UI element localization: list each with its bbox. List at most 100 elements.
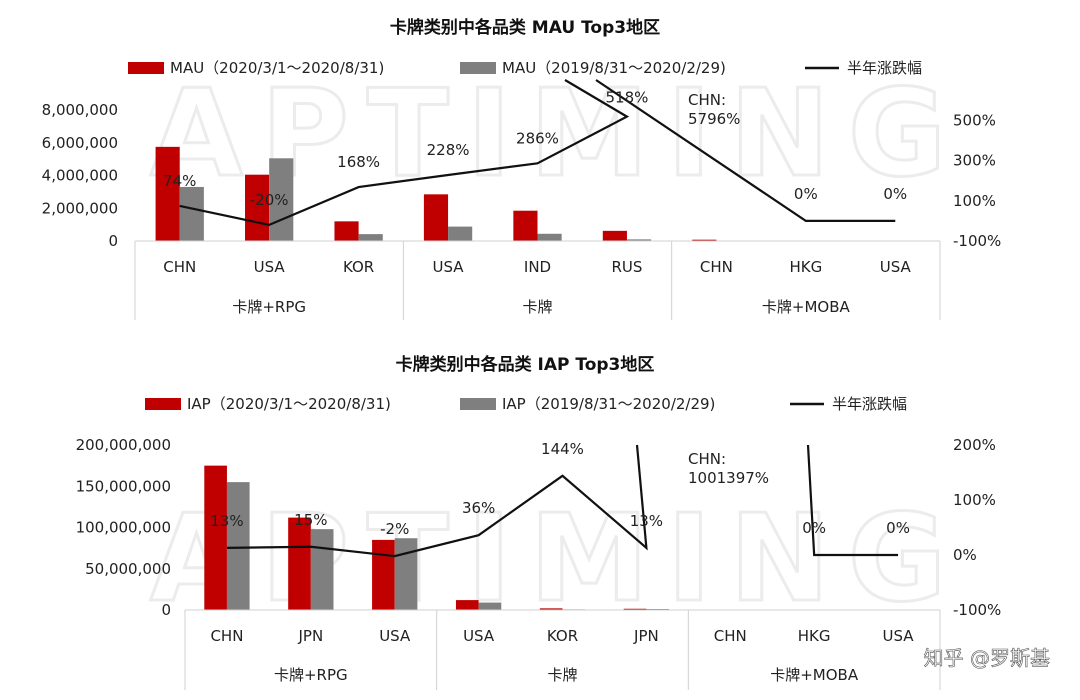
x-category-label: USA — [433, 258, 465, 276]
change-data-label: 13% — [210, 512, 243, 530]
bar-previous — [310, 529, 334, 610]
change-data-label: 0% — [794, 185, 818, 203]
bar-current — [602, 230, 627, 241]
legend-label-2: MAU（2019/8/31～2020/2/29) — [502, 59, 726, 77]
bar-current — [372, 539, 395, 610]
x-category-label: CHN — [210, 627, 243, 645]
iap-chart: 卡牌类别中各品类 IAP Top3地区 IAP（2020/3/1～2020/8/3… — [76, 354, 1001, 690]
x-category-label: CHN — [714, 627, 747, 645]
y2-tick-label: 200% — [953, 436, 996, 454]
change-data-label: 228% — [427, 141, 470, 159]
legend-label-3: 半年涨跌幅 — [832, 395, 907, 413]
change-data-label: 168% — [337, 153, 380, 171]
change-data-label: 74% — [163, 172, 196, 190]
y2-tick-label: 100% — [953, 192, 996, 210]
bar-previous — [269, 158, 294, 241]
chart-title: 卡牌类别中各品类 IAP Top3地区 — [396, 354, 655, 375]
legend-swatch-1 — [128, 62, 164, 74]
bar-previous — [226, 482, 250, 610]
x-category-label: IND — [524, 258, 551, 276]
group-label: 卡牌 — [522, 298, 552, 316]
y-tick-label: 0 — [161, 601, 171, 619]
y-tick-label: 200,000,000 — [76, 436, 171, 454]
group-label: 卡牌 — [547, 666, 577, 684]
x-category-label: HKG — [789, 258, 822, 276]
bar-current — [288, 517, 311, 610]
change-data-label: 0% — [886, 519, 910, 537]
x-category-label: JPN — [297, 627, 323, 645]
y-tick-label: 8,000,000 — [42, 101, 118, 119]
legend-swatch-2 — [460, 62, 496, 74]
change-line-segment — [806, 444, 899, 557]
group-label: 卡牌+RPG — [274, 666, 348, 684]
bar-previous — [394, 538, 418, 610]
bar-current — [155, 146, 180, 241]
change-data-label: 286% — [516, 129, 559, 147]
bar-previous — [478, 602, 502, 610]
change-line-segment — [226, 444, 648, 558]
bar-previous — [179, 186, 204, 241]
group-label: 卡牌+MOBA — [762, 298, 851, 316]
outlier-annotation-region: CHN: — [688, 91, 726, 109]
bar-current — [334, 221, 359, 241]
y-tick-label: 0 — [108, 232, 118, 250]
chart-title: 卡牌类别中各品类 MAU Top3地区 — [390, 17, 660, 38]
bar-previous — [626, 239, 652, 241]
x-category-label: USA — [880, 258, 912, 276]
bar-current — [692, 239, 717, 241]
legend-label-1: IAP（2020/3/1～2020/8/31) — [187, 395, 391, 413]
x-category-label: USA — [254, 258, 286, 276]
outlier-annotation-value: 1001397% — [688, 469, 769, 487]
bar-current — [513, 210, 538, 241]
legend-swatch-1 — [145, 398, 181, 410]
y-tick-label: 4,000,000 — [42, 167, 118, 185]
x-category-label: USA — [883, 627, 915, 645]
watermark-bottom: APTIMING — [150, 490, 964, 629]
change-data-label: 144% — [541, 440, 584, 458]
change-data-label: 15% — [294, 511, 327, 529]
bar-previous — [537, 233, 562, 241]
x-category-label: KOR — [547, 627, 578, 645]
y2-tick-label: -100% — [953, 232, 1001, 250]
bar-previous — [358, 234, 383, 241]
group-label: 卡牌+MOBA — [770, 666, 859, 684]
y2-tick-label: 0% — [953, 546, 977, 564]
y-tick-label: 2,000,000 — [42, 199, 118, 217]
y2-tick-label: 300% — [953, 152, 996, 170]
legend-swatch-2 — [460, 398, 496, 410]
x-category-label: RUS — [611, 258, 642, 276]
change-data-label: 36% — [462, 499, 495, 517]
bar-current — [455, 600, 479, 610]
bar-previous — [448, 226, 473, 241]
y-tick-label: 100,000,000 — [76, 519, 171, 537]
change-data-label: -20% — [250, 191, 289, 209]
x-category-label: CHN — [163, 258, 196, 276]
group-label: 卡牌+RPG — [232, 298, 306, 316]
y2-tick-label: -100% — [953, 601, 1001, 619]
legend-label-2: IAP（2019/8/31～2020/2/29) — [502, 395, 715, 413]
y2-tick-label: 500% — [953, 111, 996, 129]
x-category-label: JPN — [633, 627, 659, 645]
bar-current — [423, 194, 449, 241]
change-data-label: 13% — [630, 512, 663, 530]
change-line-segment — [595, 79, 896, 222]
legend-label-1: MAU（2020/3/1～2020/8/31) — [170, 59, 384, 77]
bar-current — [245, 174, 270, 241]
bar-current — [204, 465, 227, 610]
x-category-label: USA — [379, 627, 411, 645]
y-tick-label: 6,000,000 — [42, 134, 118, 152]
change-data-label: 0% — [883, 185, 907, 203]
bar-current — [539, 608, 563, 610]
outlier-annotation-region: CHN: — [688, 450, 726, 468]
outlier-annotation-value: 5796% — [688, 110, 740, 128]
x-category-label: HKG — [798, 627, 831, 645]
change-line-segment — [179, 79, 630, 227]
legend-label-3: 半年涨跌幅 — [847, 59, 922, 77]
x-category-label: CHN — [700, 258, 733, 276]
change-data-label: -2% — [380, 520, 409, 538]
x-category-label: KOR — [343, 258, 374, 276]
y2-tick-label: 100% — [953, 491, 996, 509]
change-data-label: 0% — [802, 519, 826, 537]
x-category-label: USA — [463, 627, 495, 645]
